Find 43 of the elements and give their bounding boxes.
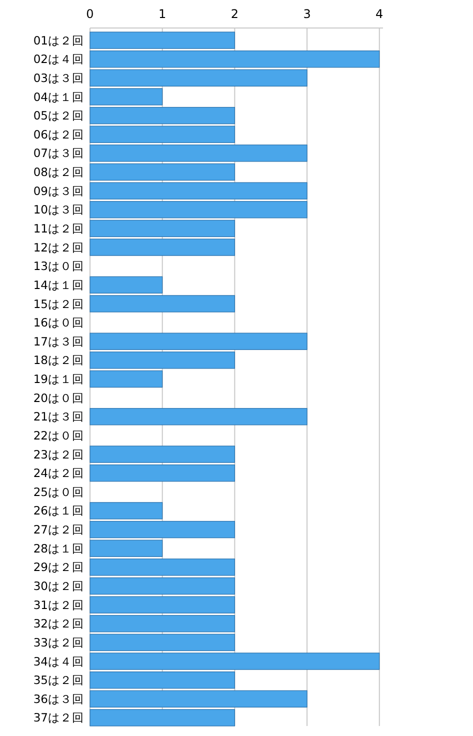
y-tick-label: 33は２回 [33,635,84,650]
y-tick-label: 15は２回 [33,296,84,311]
x-tick-label: 0 [86,7,94,21]
y-tick-label: 24は２回 [33,466,84,480]
y-tick-label: 37は２回 [33,710,84,725]
x-tick-label: 1 [158,7,166,21]
y-tick-label: 22は０回 [33,428,84,442]
y-tick-label: 19は１回 [33,372,84,386]
y-tick-label: 17は３回 [33,334,84,348]
y-tick-label: 30は２回 [33,579,84,594]
y-tick-label: 09は３回 [33,184,84,198]
y-tick-label: 29は２回 [33,560,84,574]
y-tick-label: 06は２回 [33,127,84,142]
x-tick-label: 4 [376,7,384,21]
y-tick-label: 04は１回 [33,90,84,104]
y-tick-label: 36は３回 [33,692,84,706]
y-tick-label: 26は１回 [33,504,84,518]
y-tick-label: 25は０回 [33,484,84,499]
y-tick-label: 03は３回 [33,70,84,85]
y-tick-label: 18は２回 [33,353,84,368]
y-tick-label: 16は０回 [33,316,84,330]
y-tick-label: 28は１回 [33,541,84,556]
y-tick-label: 05は２回 [33,108,84,123]
bar [90,408,308,426]
y-tick-label: 10は３回 [33,202,84,217]
y-tick-label: 32は２回 [33,616,84,631]
y-tick-label: 21は３回 [33,410,84,424]
y-tick-label: 08は２回 [33,165,84,180]
x-tick-label: 2 [230,7,239,21]
y-tick-label: 20は０回 [33,390,84,405]
y-tick-label: 34は４回 [33,654,84,668]
y-tick-label: 02は４回 [33,52,84,66]
y-tick-label: 07は３回 [33,146,84,160]
y-tick-label: 13は０回 [33,259,84,274]
y-tick-label: 35は２回 [33,673,84,688]
x-tick-label: 3 [303,7,311,21]
y-tick-label: 12は２回 [33,240,84,254]
y-tick-label: 23は２回 [33,447,84,462]
y-tick-label: 11は２回 [33,221,84,236]
y-tick-label: 01は２回 [33,33,84,48]
y-tick-label: 14は１回 [33,278,84,292]
y-tick-label: 31は２回 [33,598,84,612]
y-tick-label: 27は２回 [33,522,84,537]
